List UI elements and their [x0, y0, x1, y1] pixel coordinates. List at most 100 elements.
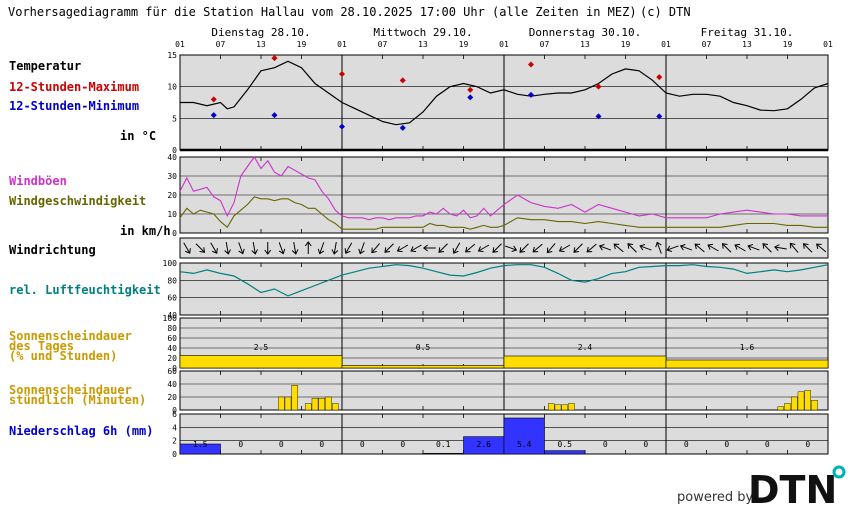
wind-arrow-icon — [331, 242, 339, 255]
wind-arrow-shaft — [410, 244, 422, 252]
sun-hourly-bar — [291, 385, 298, 411]
dtn-logo-dot-icon — [832, 465, 846, 479]
wind-arrow-icon — [573, 243, 583, 253]
wind-arrow-head — [317, 248, 325, 255]
wind-arrow-head — [438, 247, 445, 253]
humidity-panel-y-tick: 40 — [167, 311, 177, 320]
wind-arrow-head — [396, 246, 403, 253]
wind-arrow-shaft — [547, 243, 556, 253]
label-wind: Windgeschwindigkeit — [9, 194, 146, 208]
wind-arrow-head — [264, 249, 272, 255]
label-sun-day-1: Sonnenscheindauer — [9, 329, 132, 343]
wind-arrow-head — [613, 243, 620, 250]
wind-arrow-icon — [224, 242, 231, 255]
hour-tick-label: 19 — [621, 40, 631, 49]
wind-arrow-icon — [774, 244, 787, 251]
max12-point — [467, 86, 474, 93]
precip-label: 0 — [805, 440, 810, 449]
wind-arrow-icon — [438, 243, 448, 253]
wind-arrow-head — [384, 247, 391, 253]
wind-arrow-shaft — [762, 243, 772, 253]
day-headers: Dienstag 28.10. Mittwoch 29.10. Donnerst… — [211, 26, 793, 39]
wind-arrow-icon — [384, 243, 394, 253]
label-sun-hour-2: stündlich (Minuten) — [9, 393, 146, 407]
wind-arrow-shaft — [694, 243, 705, 253]
hour-tick-labels: 01 07 13 19 01 07 13 19 01 07 13 19 01 07 13 19 01 — [175, 40, 833, 49]
day-label-4: Freitag 31.10. — [701, 26, 794, 39]
hour-tick-label: 07 — [702, 40, 712, 49]
precip-label: 0 — [765, 440, 770, 449]
temperature-line — [180, 60, 829, 126]
wind-arrow-shaft — [478, 244, 490, 252]
wind-arrow-icon — [452, 242, 461, 254]
wind-arrow-shaft — [790, 243, 799, 253]
hour-tick-label: 19 — [297, 40, 307, 49]
wind-arrow-head — [331, 249, 339, 255]
hour-tick-label: 07 — [216, 40, 226, 49]
wind-arrow-icon — [344, 242, 353, 254]
wind-arrow-head — [224, 249, 231, 255]
wind-panel-y-tick: 40 — [167, 153, 177, 162]
wind-arrow-icon — [251, 242, 258, 255]
max12-point — [595, 83, 602, 90]
dtn-branding: powered by DTN — [677, 465, 846, 512]
hour-tick-label: 01 — [337, 40, 347, 49]
precip-label: 0 — [238, 440, 243, 449]
wind-arrow-head — [789, 242, 796, 249]
wind-arrow-icon — [396, 244, 409, 253]
wind-arrow-icon — [371, 243, 380, 254]
wind-arrow-shaft — [734, 244, 746, 252]
wind-arrow-head — [211, 248, 218, 254]
wind-arrow-icon — [358, 242, 365, 255]
powered-by-text: powered by — [677, 490, 754, 505]
wind-arrow-shaft — [384, 243, 394, 253]
min12-point — [271, 112, 278, 119]
precip-panel-y-tick: 4 — [172, 423, 177, 432]
label-temperature: Temperatur — [9, 59, 81, 73]
wind-arrow-shaft — [816, 243, 827, 253]
wind-arrow-shaft — [573, 243, 583, 253]
sun-daily-bar — [179, 355, 343, 369]
wind-arrow-shaft — [747, 245, 760, 251]
wind-arrow-head — [762, 243, 769, 249]
min12-point — [210, 112, 217, 119]
hour-tick-label: 07 — [378, 40, 388, 49]
humidity-panel-y-tick: 100 — [163, 259, 178, 268]
wind-arrow-icon — [465, 243, 476, 253]
humidity-panel-y-tick: 80 — [167, 276, 177, 285]
max12-point — [528, 61, 534, 68]
wind-arrow-shaft — [613, 243, 624, 253]
sun-hourly-panel-y-tick: 20 — [167, 393, 177, 402]
hour-tick-label: 01 — [661, 40, 671, 49]
wind-arrow-icon — [816, 243, 827, 253]
wind-panel: 0 10 20 30 40 — [167, 153, 829, 238]
wind-arrow-shaft — [519, 243, 529, 253]
precip-label: 1.5 — [193, 440, 208, 449]
precip-panel-y-tick: 2 — [172, 437, 177, 446]
sun-hourly-panel-y-tick: 60 — [167, 367, 177, 376]
wind-arrow-shaft — [438, 243, 448, 253]
precip-label: 0 — [400, 440, 405, 449]
label-sun-day-3: (% und Stunden) — [9, 349, 117, 363]
sun-hourly-bar — [804, 390, 811, 411]
sun-hourly-bar — [311, 398, 319, 411]
precip-label: 0 — [279, 440, 284, 449]
temperature-panel-y-tick: 0 — [172, 146, 177, 155]
wind-arrow-head — [371, 247, 377, 254]
day-label-2: Mittwoch 29.10. — [373, 26, 472, 39]
wind-arrow-icon — [666, 245, 679, 252]
wind-arrow-icon — [613, 243, 624, 253]
day-label-1: Dienstag 28.10. — [211, 26, 310, 39]
wind-arrow-icon — [546, 243, 556, 254]
wind-arrow-head — [655, 241, 662, 248]
day-label-3: Donnerstag 30.10. — [529, 26, 642, 39]
sun-hourly-panel-y-tick: 0 — [172, 406, 177, 415]
sun-hourly-bar — [548, 403, 555, 411]
max12-point — [271, 55, 278, 62]
max12-point — [210, 96, 217, 103]
sun-hourly-bar — [561, 404, 568, 411]
sun-hourly-panel-y-tick: 40 — [167, 380, 177, 389]
